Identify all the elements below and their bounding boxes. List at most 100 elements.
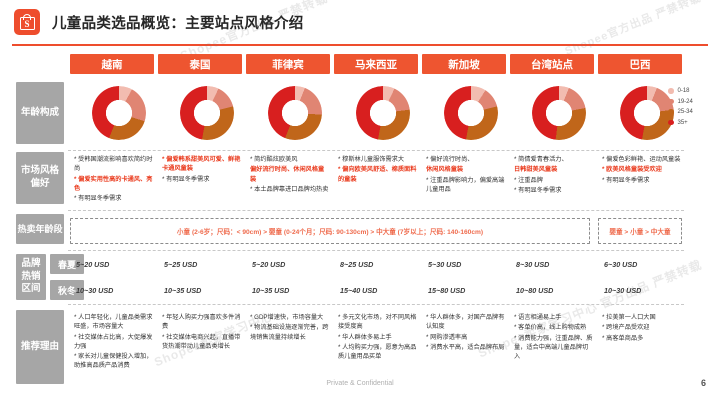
reason-cell-菲律宾: * GDP增速快，市场容量大 * 物流基础设施逐渐完善，跨境销售流量持续增长 [250, 313, 330, 343]
price-autumn-新加坡: 15~80 USD [428, 286, 466, 295]
style-line: * 注重品牌影响力，偏爱高端儿童用品 [426, 176, 505, 193]
price-spring-台湾站点: 8~30 USD [516, 260, 550, 269]
style-line: * 偏向欧美风舒适、棉质面料的童装 [338, 166, 417, 183]
legend-item-19-24: 19-24 [668, 99, 693, 105]
style-line: * 简约酷炫欧美风 [250, 156, 298, 163]
style-line: * 穆斯林儿童服饰需求大 [338, 156, 405, 163]
legend-item-0-18: 0-18 [668, 88, 693, 94]
row-divider [68, 304, 684, 305]
price-autumn-越南: 10~30 USD [76, 286, 114, 295]
style-cell-台湾站点: * 简倩爱青春活力、 日韩甜美风童装 * 注重品牌 * 有明显冬季需求 [514, 155, 594, 196]
style-line: * 偏爱色彩鲜艳、运动风童装 [602, 156, 681, 163]
row-label-reason: 推荐理由 [16, 310, 64, 384]
header-divider [12, 44, 708, 46]
reason-line: * 语言相通易上手 [514, 314, 562, 321]
row-label-price-band: 品牌 热销 区间 [16, 254, 46, 300]
price-autumn-泰国: 10~35 USD [164, 286, 202, 295]
legend-item-25-34: 25-34 [668, 109, 693, 115]
style-line: * 有明显冬季需求 [514, 186, 562, 194]
price-spring-马来西亚: 8~25 USD [340, 260, 374, 269]
reason-line: * 拉美第一人口大国 [602, 314, 656, 321]
reason-cell-越南: * 人口年轻化，儿童品类需求旺盛，市场容量大 * 社交媒体占比高，大促爆发力强 * … [74, 313, 154, 372]
style-cell-马来西亚: * 穆斯林儿童服饰需求大 * 偏向欧美风舒适、棉质面料的童装 [338, 155, 418, 185]
reason-line: * 消费水平高，适合品牌布局 [426, 343, 505, 351]
legend-swatch-icon [668, 98, 674, 105]
reason-cell-巴西: * 拉美第一人口大国 * 跨境产品受欢迎 * 高客单商品多 [602, 313, 682, 344]
style-cell-新加坡: * 偏好流行时尚、 休闲风格童装 * 注重品牌影响力，偏爱高端儿童用品 [426, 155, 506, 195]
shopee-logo-icon: S [14, 9, 40, 35]
row-label-text: 品牌 热销 区间 [21, 257, 41, 295]
column-header-vietnam: 越南 [70, 54, 154, 74]
price-autumn-菲律宾: 10~35 USD [252, 286, 290, 295]
row-label-hot-age: 热卖年龄段 [16, 214, 64, 244]
donut-chart-菲律宾 [268, 86, 322, 140]
price-spring-菲律宾: 5~20 USD [252, 260, 286, 269]
style-line: * 偏爱韩系甜美风可爱、鲜艳卡通风童装 [162, 156, 241, 173]
style-line: * 本土品牌靠进口品牌均热卖 [250, 185, 329, 193]
hot-age-brazil-box: 婴童 > 小童 > 中大童 [598, 218, 682, 244]
row-label-style-preference: 市场风格 偏好 [16, 152, 64, 204]
row-divider [68, 210, 684, 211]
reason-line: * 社交媒体电商兴起，直播带货热潮带动儿童品类增长 [162, 333, 241, 350]
style-line: 日韩甜美风童装 [514, 166, 558, 174]
price-spring-泰国: 5~25 USD [164, 260, 198, 269]
price-spring-越南: 5~20 USD [76, 260, 110, 269]
confidential-note: Private & Confidential [326, 380, 394, 387]
legend-label: 19-24 [677, 98, 693, 105]
style-line: * 注重品牌 [514, 176, 543, 184]
reason-line: * 华人群体多易上手 [338, 333, 392, 341]
reason-line: * 消费能力强，注重品牌、质量，适合中高端儿童品牌切入 [514, 334, 593, 361]
reason-line: * GDP增速快，市场容量大 [250, 314, 324, 321]
row-label-text: 市场风格 偏好 [20, 165, 59, 189]
style-line: * 有明显冬季需求 [162, 175, 210, 183]
donut-chart-泰国 [180, 86, 234, 140]
style-line: * 简倩爱青春活力、 [514, 156, 568, 163]
column-header-philippines: 菲律宾 [246, 54, 330, 74]
page-number: 6 [700, 378, 706, 388]
reason-line: * 华人群体多，对国产品牌有认知度 [426, 314, 505, 331]
legend-swatch-icon [668, 109, 674, 115]
style-line: * 有明显冬季需求 [74, 195, 122, 203]
row-label-age-structure: 年龄构成 [16, 82, 64, 144]
column-header-singapore: 新加坡 [422, 54, 506, 74]
style-line: * 有明显冬季需求 [602, 176, 650, 184]
legend-swatch-icon [668, 88, 674, 94]
price-label-spring: 春夏 [50, 254, 84, 274]
slide-header: S 儿童品类选品概览：主要站点风格介绍 [0, 0, 720, 44]
legend-label: 25-34 [677, 109, 693, 115]
reason-line: * 物流基础设施逐渐完善，跨境销售流量持续增长 [250, 324, 329, 341]
price-autumn-巴西: 10~30 USD [604, 286, 642, 295]
style-line: 休闲风格童装 [426, 166, 464, 174]
legend-item-35+: 35+ [668, 120, 693, 126]
reason-line: * 跨境产品受欢迎 [602, 324, 650, 332]
reason-line: * 年轻人购买力强喜欢多件消费 [162, 314, 241, 331]
donut-chart-马来西亚 [356, 86, 410, 140]
column-header-malaysia: 马来西亚 [334, 54, 418, 74]
style-line: * 受韩国潮流影响喜欢简约时尚 [74, 156, 153, 173]
style-line: * 偏爱实用性高的卡通风、亮色 [74, 175, 153, 192]
price-spring-巴西: 6~30 USD [604, 260, 638, 269]
legend-swatch-icon [668, 119, 674, 126]
reason-line: * 网购渗透率高 [426, 333, 468, 341]
reason-line: * 高客单商品多 [602, 334, 644, 342]
column-header-brazil: 巴西 [598, 54, 682, 74]
comparison-table: 越南 泰国 菲律宾 马来西亚 新加坡 台湾站点 巴西 年龄构成 市场风格 偏好 热… [8, 50, 712, 390]
column-header-thailand: 泰国 [158, 54, 242, 74]
reason-cell-马来西亚: * 多元文化市场，对不同风格接受度高 * 华人群体多易上手 * 人均购买力强，愿意为… [338, 313, 418, 362]
hot-age-main-box: 小童 (2-6岁；尺码：< 90cm) > 婴童 (0-24个月；尺码: 90-… [70, 218, 590, 244]
style-cell-巴西: * 偏爱色彩鲜艳、运动风童装 * 欧美风格童装受欢迎 * 有明显冬季需求 [602, 155, 682, 186]
donut-chart-新加坡 [444, 86, 498, 140]
legend-label: 35+ [677, 119, 688, 126]
page-title: 儿童品类选品概览：主要站点风格介绍 [52, 15, 304, 32]
price-label-autumn: 秋冬 [50, 280, 84, 300]
style-line: * 欧美风格童装受欢迎 [602, 166, 662, 174]
price-spring-新加坡: 5~30 USD [428, 260, 462, 269]
donut-chart-巴西 [620, 86, 674, 140]
style-cell-菲律宾: * 简约酷炫欧美风 偏好流行时尚、休闲风格童装 * 本土品牌靠进口品牌均热卖 [250, 155, 330, 195]
reason-line: * 人均购买力强，愿意为高品质儿童用品买单 [338, 343, 417, 361]
style-cell-越南: * 受韩国潮流影响喜欢简约时尚 * 偏爱实用性高的卡通风、亮色 * 有明显冬季需求 [74, 155, 154, 204]
style-cell-泰国: * 偏爱韩系甜美风可爱、鲜艳卡通风童装 * 有明显冬季需求 [162, 155, 242, 185]
reason-line: * 客单价高，线上购物成熟 [514, 324, 587, 332]
style-line: * 偏好流行时尚、 [426, 156, 474, 163]
